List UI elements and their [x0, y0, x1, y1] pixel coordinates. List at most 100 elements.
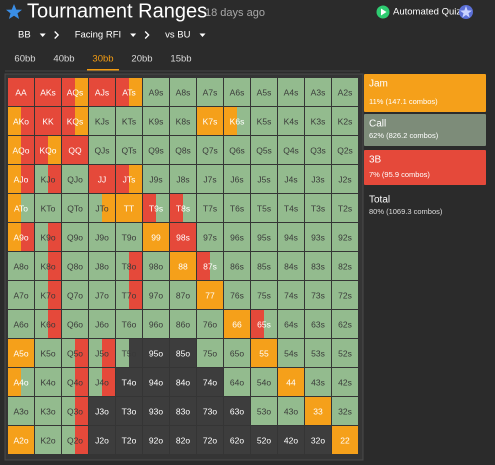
- hand-cell[interactable]: K8s: [170, 107, 196, 135]
- hand-cell[interactable]: 86o: [170, 310, 196, 338]
- hand-cell[interactable]: 93o: [143, 397, 169, 425]
- hand-cell[interactable]: JTs: [116, 165, 142, 193]
- hand-cell[interactable]: 43s: [305, 368, 331, 396]
- hand-cell[interactable]: AJs: [89, 78, 115, 106]
- hand-cell[interactable]: A9s: [143, 78, 169, 106]
- hand-cell[interactable]: AQs: [62, 78, 88, 106]
- favorite-star[interactable]: [6, 4, 22, 19]
- hand-cell[interactable]: 42s: [332, 368, 358, 396]
- hand-cell[interactable]: T3o: [116, 397, 142, 425]
- hand-cell[interactable]: 53s: [305, 339, 331, 367]
- hand-cell[interactable]: KQs: [62, 107, 88, 135]
- hand-cell[interactable]: QJs: [89, 136, 115, 164]
- hand-cell[interactable]: 84s: [278, 252, 304, 280]
- hand-cell[interactable]: T4s: [278, 194, 304, 222]
- hand-cell[interactable]: 42o: [278, 426, 304, 454]
- hand-cell[interactable]: 97s: [197, 223, 223, 251]
- hand-cell[interactable]: Q4s: [278, 136, 304, 164]
- hand-cell[interactable]: 54o: [251, 368, 277, 396]
- hand-cell[interactable]: 99: [143, 223, 169, 251]
- hand-cell[interactable]: 82o: [170, 426, 196, 454]
- hand-cell[interactable]: 44: [278, 368, 304, 396]
- hand-cell[interactable]: Q7s: [197, 136, 223, 164]
- hand-cell[interactable]: JJ: [89, 165, 115, 193]
- hand-cell[interactable]: T5o: [116, 339, 142, 367]
- hand-cell[interactable]: K5s: [251, 107, 277, 135]
- hand-cell[interactable]: 74o: [197, 368, 223, 396]
- hand-cell[interactable]: 76s: [224, 281, 250, 309]
- hand-cell[interactable]: AA: [8, 78, 34, 106]
- hand-cell[interactable]: K2o: [35, 426, 61, 454]
- hand-cell[interactable]: Q8o: [62, 252, 88, 280]
- legend-card[interactable]: 3B 7% (95.9 combos): [364, 150, 486, 185]
- hand-cell[interactable]: A6o: [8, 310, 34, 338]
- hand-cell[interactable]: J7s: [197, 165, 223, 193]
- hand-cell[interactable]: 52s: [332, 339, 358, 367]
- hand-cell[interactable]: J4o: [89, 368, 115, 396]
- hand-cell[interactable]: A3o: [8, 397, 34, 425]
- hand-cell[interactable]: AKs: [35, 78, 61, 106]
- hand-cell[interactable]: Q8s: [170, 136, 196, 164]
- hand-cell[interactable]: A8o: [8, 252, 34, 280]
- hand-cell[interactable]: A8s: [170, 78, 196, 106]
- hand-cell[interactable]: J9o: [89, 223, 115, 251]
- hand-cell[interactable]: 83s: [305, 252, 331, 280]
- hand-cell[interactable]: A4o: [8, 368, 34, 396]
- legend-card[interactable]: Jam 11% (147.1 combos): [364, 74, 486, 112]
- hand-cell[interactable]: T7s: [197, 194, 223, 222]
- filter-dropdown[interactable]: vs BU: [165, 30, 206, 41]
- hand-cell[interactable]: 98o: [143, 252, 169, 280]
- hand-cell[interactable]: K8o: [35, 252, 61, 280]
- hand-cell[interactable]: T9s: [143, 194, 169, 222]
- hand-cell[interactable]: 32s: [332, 397, 358, 425]
- hand-cell[interactable]: Q4o: [62, 368, 88, 396]
- hand-cell[interactable]: 52o: [251, 426, 277, 454]
- hand-cell[interactable]: 95s: [251, 223, 277, 251]
- hand-cell[interactable]: KJs: [89, 107, 115, 135]
- hand-cell[interactable]: K6s: [224, 107, 250, 135]
- hand-cell[interactable]: 33: [305, 397, 331, 425]
- stack-tab[interactable]: 60bb: [14, 54, 35, 65]
- hand-cell[interactable]: 62s: [332, 310, 358, 338]
- hand-cell[interactable]: Q9o: [62, 223, 88, 251]
- hand-cell[interactable]: 76o: [197, 310, 223, 338]
- hand-cell[interactable]: A6s: [224, 78, 250, 106]
- hand-cell[interactable]: J5s: [251, 165, 277, 193]
- hand-cell[interactable]: 72o: [197, 426, 223, 454]
- hand-cell[interactable]: QTs: [116, 136, 142, 164]
- hand-cell[interactable]: K7s: [197, 107, 223, 135]
- hand-cell[interactable]: K5o: [35, 339, 61, 367]
- hand-cell[interactable]: 73o: [197, 397, 223, 425]
- hand-cell[interactable]: 83o: [170, 397, 196, 425]
- hand-cell[interactable]: 72s: [332, 281, 358, 309]
- hand-cell[interactable]: K7o: [35, 281, 61, 309]
- hand-cell[interactable]: 92s: [332, 223, 358, 251]
- hand-cell[interactable]: KK: [35, 107, 61, 135]
- hand-cell[interactable]: K6o: [35, 310, 61, 338]
- hand-cell[interactable]: Q3s: [305, 136, 331, 164]
- hand-cell[interactable]: 75s: [251, 281, 277, 309]
- hand-cell[interactable]: JTo: [89, 194, 115, 222]
- hand-cell[interactable]: A7o: [8, 281, 34, 309]
- hand-cell[interactable]: Q2s: [332, 136, 358, 164]
- hand-cell[interactable]: 64o: [224, 368, 250, 396]
- hand-cell[interactable]: 77: [197, 281, 223, 309]
- hand-cell[interactable]: 64s: [278, 310, 304, 338]
- hand-cell[interactable]: QTo: [62, 194, 88, 222]
- stack-tab[interactable]: 15bb: [170, 54, 191, 65]
- hand-cell[interactable]: K3s: [305, 107, 331, 135]
- hand-cell[interactable]: 66: [224, 310, 250, 338]
- hand-cell[interactable]: AJo: [8, 165, 34, 193]
- hand-cell[interactable]: 97o: [143, 281, 169, 309]
- hand-cell[interactable]: 55: [251, 339, 277, 367]
- hand-cell[interactable]: 84o: [170, 368, 196, 396]
- hand-cell[interactable]: 85s: [251, 252, 277, 280]
- hand-cell[interactable]: 22: [332, 426, 358, 454]
- hand-cell[interactable]: 93s: [305, 223, 331, 251]
- hand-cell[interactable]: J2s: [332, 165, 358, 193]
- hand-cell[interactable]: T9o: [116, 223, 142, 251]
- hand-cell[interactable]: T2s: [332, 194, 358, 222]
- hand-cell[interactable]: 94o: [143, 368, 169, 396]
- hand-cell[interactable]: T4o: [116, 368, 142, 396]
